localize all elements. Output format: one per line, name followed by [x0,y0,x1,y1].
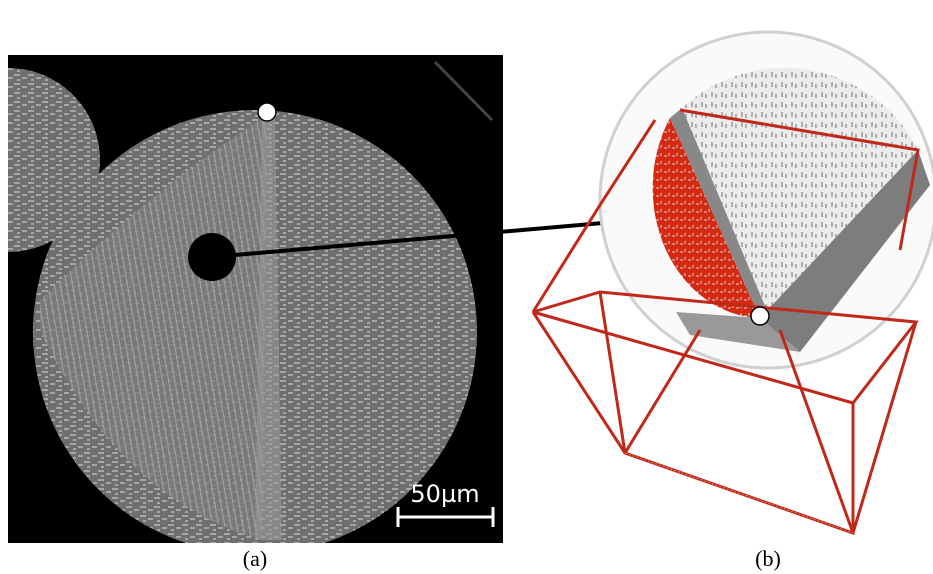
hidden-edge [624,452,854,534]
scratch [433,60,494,122]
dendrite-region [40,115,267,540]
marker-point [257,102,277,122]
red-section [652,118,760,318]
panel-label: (a) [243,546,267,571]
bottom-plane [676,312,800,352]
plane-edge [670,108,770,318]
marker-point [750,306,770,326]
scale-bar-label: 50µm [410,480,479,508]
grain-boundary [255,115,282,540]
panel-label: (b) [755,546,781,571]
arrow [211,200,676,259]
panel-b [531,30,933,536]
panel-a [8,55,503,543]
section-plane-edge [760,150,930,352]
